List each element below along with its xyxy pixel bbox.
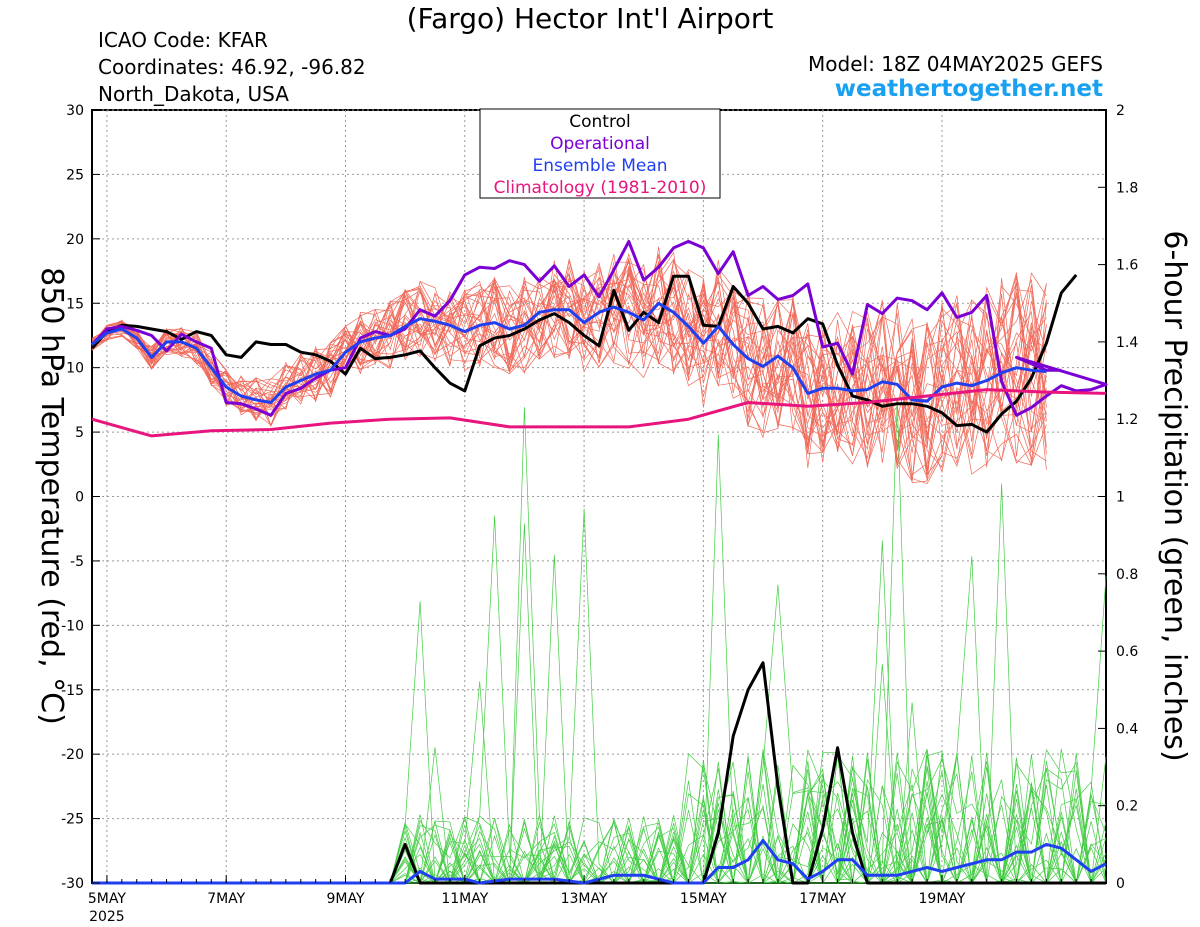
- ensemble-member-precip: [92, 407, 1106, 884]
- y-tick-label: 30: [66, 103, 84, 119]
- model-run: Model: 18Z 04MAY2025 GEFS: [808, 52, 1103, 76]
- x-tick-label: 11MAY: [441, 891, 488, 907]
- icao-code: ICAO Code: KFAR: [98, 28, 268, 52]
- ensemble-member-precip: [92, 540, 1107, 885]
- x-tick-label: 19MAY: [919, 891, 966, 907]
- y-tick-label: 15: [66, 296, 84, 312]
- ensemble-members-precipitation: [92, 398, 1107, 885]
- ensemble-member-temp: [91, 265, 1047, 482]
- ensemble-member-temp: [91, 246, 1047, 469]
- y-axis-label: 850 hPa Temperature (red, °C): [34, 267, 69, 725]
- y2-axis-label: 6-hour Precipitation (green, inches): [1157, 230, 1192, 761]
- y-tick-label: 0: [75, 490, 84, 506]
- legend-box: [479, 108, 721, 199]
- ensemble-member-temp: [91, 258, 1047, 465]
- ensemble-member-temp: [91, 258, 1047, 475]
- x-tick-label: 15MAY: [680, 891, 727, 907]
- x-tick-label: 7MAY: [207, 891, 245, 907]
- y2-tick-label: 1.2: [1116, 412, 1138, 428]
- chart-title: (Fargo) Hector Int'l Airport: [406, 2, 774, 35]
- ensemble-member-temp: [91, 253, 1047, 466]
- ensemble-member-temp: [91, 279, 1047, 476]
- ensemble-member-temp: [91, 270, 1047, 465]
- axes: 302520151050-5-10-15-20-25-3021.81.61.41…: [61, 103, 1138, 925]
- ensemble-member-temp: [91, 277, 1047, 464]
- legend-entry: Climatology (1981-2010): [494, 178, 707, 198]
- ensemble-member-precip: [92, 523, 1106, 885]
- y2-tick-label: 0: [1116, 876, 1125, 892]
- y-tick-label: 20: [66, 232, 84, 248]
- y2-tick-label: 2: [1116, 103, 1125, 119]
- y-tick-label: -30: [61, 876, 84, 892]
- ensemble-member-temp: [91, 252, 1047, 485]
- y-tick-label: -15: [61, 683, 84, 699]
- y-tick-label: 10: [66, 361, 84, 377]
- series-temp-control: [90, 273, 1078, 434]
- y2-tick-label: 0.2: [1116, 799, 1138, 815]
- ensemble-member-precip: [92, 554, 1106, 885]
- x-tick-label: 13MAY: [561, 891, 608, 907]
- y-tick-label: 5: [75, 425, 84, 441]
- y2-tick-label: 0.8: [1116, 567, 1138, 583]
- y-tick-label: 25: [66, 167, 84, 183]
- series-temp-operational: [90, 239, 1108, 417]
- y2-tick-label: 1.4: [1116, 335, 1138, 351]
- series-temp-climatology-1981-2010-: [91, 388, 1107, 438]
- legend-entry: Control: [569, 112, 630, 132]
- coordinates: Coordinates: 46.92, -96.82: [98, 55, 366, 79]
- x-tick-label: 5MAY: [88, 891, 126, 907]
- x-tick-label: 17MAY: [799, 891, 846, 907]
- y2-tick-label: 0.4: [1116, 721, 1138, 737]
- ensemble-member-precip: [92, 434, 1107, 884]
- ensemble-member-precip: [92, 515, 1107, 884]
- legend-entry: Operational: [550, 134, 650, 154]
- ensemble-member-temp: [91, 271, 1047, 472]
- main-series: [90, 239, 1108, 885]
- ensemble-member-precip: [92, 772, 1107, 885]
- x-tick-label: 9MAY: [326, 891, 364, 907]
- site-link[interactable]: weathertogether.net: [834, 76, 1103, 102]
- series-temp-ensemble-mean: [91, 301, 1047, 404]
- y2-tick-label: 1: [1116, 490, 1125, 506]
- y-tick-label: -20: [61, 747, 84, 763]
- ensemble-member-precip: [92, 556, 1106, 885]
- grid: [92, 109, 1106, 884]
- region: North_Dakota, USA: [98, 82, 289, 106]
- legend-entry: Ensemble Mean: [532, 156, 667, 176]
- y-tick-label: -10: [61, 618, 84, 634]
- y-tick-label: -5: [70, 554, 84, 570]
- y2-tick-label: 0.6: [1116, 644, 1138, 660]
- y2-tick-label: 1.6: [1116, 258, 1138, 274]
- ensemble-members-temperature: [91, 246, 1047, 485]
- x-tick-sublabel: 2025: [89, 909, 125, 925]
- y2-tick-label: 1.8: [1116, 180, 1138, 196]
- ensemble-member-precip: [92, 398, 1106, 885]
- y-tick-label: -25: [61, 812, 84, 828]
